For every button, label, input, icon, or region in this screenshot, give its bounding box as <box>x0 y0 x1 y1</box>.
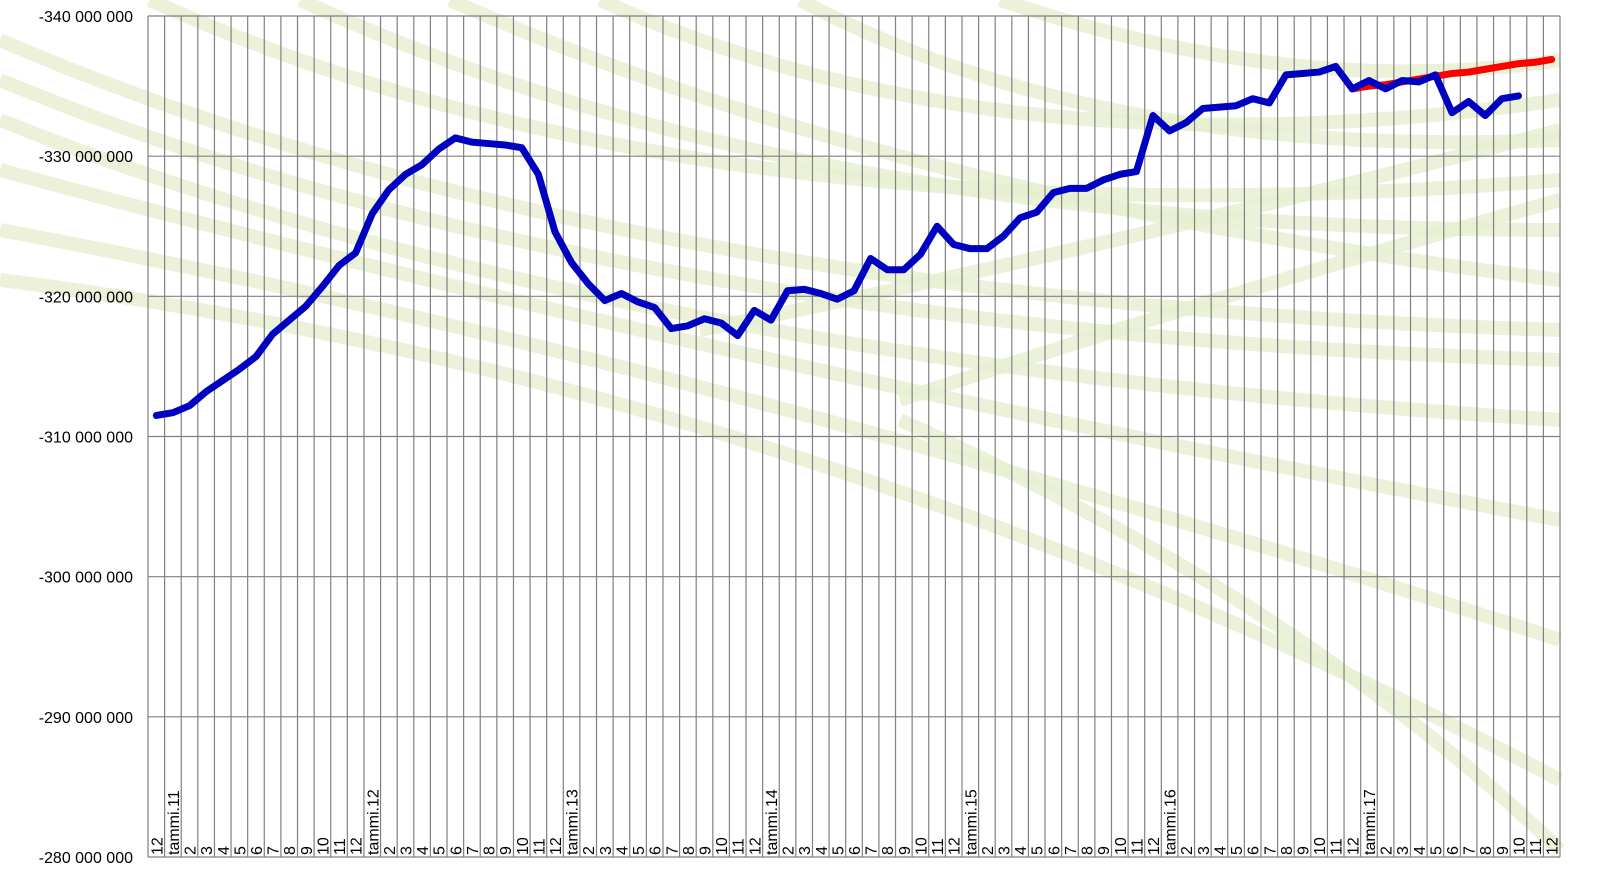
x-tick-label: 9 <box>697 846 714 855</box>
x-tick-label: 8 <box>482 846 499 855</box>
x-tick-label: 6 <box>1246 846 1263 855</box>
x-tick-label: 7 <box>1063 846 1080 855</box>
x-tick-label: 12 <box>947 837 964 855</box>
x-tick-label: 12 <box>149 837 166 855</box>
x-tick-label: 3 <box>199 846 216 855</box>
x-tick-label: 5 <box>432 846 449 855</box>
x-tick-label: 11 <box>1528 838 1545 855</box>
x-tick-label: tammi.16 <box>1163 789 1180 855</box>
x-tick-label: 5 <box>1030 846 1047 855</box>
y-tick-label: -310 000 000 <box>39 430 133 447</box>
y-tick-label: -300 000 000 <box>39 570 133 587</box>
x-tick-label: 4 <box>814 846 831 855</box>
x-tick-label: 10 <box>1312 837 1329 855</box>
x-tick-label: 3 <box>997 846 1014 855</box>
x-tick-label: tammi.11 <box>166 790 183 855</box>
x-tick-label: 11 <box>1129 838 1146 855</box>
x-tick-label: 12 <box>349 837 366 855</box>
x-tick-label: 12 <box>1545 837 1562 855</box>
x-tick-label: 12 <box>1146 837 1163 855</box>
x-tick-label: 8 <box>681 846 698 855</box>
x-tick-label: 12 <box>548 837 565 855</box>
x-tick-label: 4 <box>1412 846 1429 855</box>
x-tick-label: 3 <box>797 846 814 855</box>
x-tick-label: 5 <box>830 846 847 855</box>
y-tick-label: -290 000 000 <box>39 710 133 727</box>
x-tick-label: 4 <box>1013 846 1030 855</box>
data-line <box>152 62 1522 419</box>
x-tick-label: 2 <box>183 846 200 855</box>
x-tick-label: 11 <box>531 838 548 855</box>
x-tick-label: 6 <box>1046 846 1063 855</box>
x-tick-label: 8 <box>1279 846 1296 855</box>
x-tick-label: 6 <box>1445 846 1462 855</box>
x-tick-label: 12 <box>747 837 764 855</box>
y-tick-label: -340 000 000 <box>39 9 133 26</box>
x-tick-label: 6 <box>448 846 465 855</box>
x-tick-label: 10 <box>1511 837 1528 855</box>
x-tick-label: 2 <box>1179 846 1196 855</box>
x-tick-label: 7 <box>266 846 283 855</box>
x-tick-label: 6 <box>847 846 864 855</box>
y-tick-label: -330 000 000 <box>39 149 133 166</box>
x-tick-label: 8 <box>1080 846 1097 855</box>
x-tick-label: 10 <box>515 837 532 855</box>
x-tick-label: tammi.12 <box>365 789 382 855</box>
x-tick-label: 10 <box>714 837 731 855</box>
x-tick-label: 4 <box>1212 846 1229 855</box>
x-tick-label: 5 <box>1229 846 1246 855</box>
x-tick-label: 4 <box>614 846 631 855</box>
x-tick-label: 7 <box>1262 846 1279 855</box>
x-tick-label: 11 <box>332 838 349 855</box>
x-tick-label: 2 <box>581 846 598 855</box>
x-tick-label: 9 <box>1495 846 1512 855</box>
x-tick-label: 6 <box>249 846 266 855</box>
data-line <box>1348 55 1556 93</box>
x-tick-label: 3 <box>1395 846 1412 855</box>
x-tick-label: 10 <box>913 837 930 855</box>
x-tick-label: 11 <box>1329 838 1346 855</box>
x-tick-label: 9 <box>897 846 914 855</box>
x-tick-label: 10 <box>1113 837 1130 855</box>
x-tick-label: tammi.13 <box>565 789 582 855</box>
x-tick-label: 2 <box>1379 846 1396 855</box>
x-tick-label: 11 <box>930 838 947 855</box>
x-tick-label: 9 <box>299 846 316 855</box>
x-tick-label: 8 <box>1478 846 1495 855</box>
x-tick-label: 5 <box>232 846 249 855</box>
x-tick-label: 9 <box>498 846 515 855</box>
x-tick-label: 7 <box>465 846 482 855</box>
x-tick-label: 4 <box>216 846 233 855</box>
background-decoration <box>0 0 1565 856</box>
y-tick-label: -320 000 000 <box>39 289 133 306</box>
x-tick-label: 8 <box>282 846 299 855</box>
x-tick-label: 4 <box>415 846 432 855</box>
x-tick-label: 7 <box>664 846 681 855</box>
y-tick-label: -280 000 000 <box>39 850 133 867</box>
x-tick-label: 10 <box>315 837 332 855</box>
x-tick-label: 5 <box>1428 846 1445 855</box>
x-tick-label: 2 <box>980 846 997 855</box>
x-tick-label: tammi.14 <box>764 789 781 855</box>
x-tick-label: 7 <box>864 846 881 855</box>
x-tick-label: 8 <box>880 846 897 855</box>
x-tick-label: 12 <box>1345 837 1362 855</box>
x-tick-label: 6 <box>648 846 665 855</box>
x-tick-label: 3 <box>598 846 615 855</box>
x-tick-label: 7 <box>1462 846 1479 855</box>
x-tick-label: 3 <box>398 846 415 855</box>
x-tick-label: tammi.15 <box>963 789 980 855</box>
x-tick-label: 11 <box>731 838 748 855</box>
x-tick-label: 9 <box>1296 846 1313 855</box>
x-tick-label: 9 <box>1096 846 1113 855</box>
x-tick-label: tammi.17 <box>1362 789 1379 855</box>
x-tick-label: 3 <box>1196 846 1213 855</box>
x-tick-label: 5 <box>631 846 648 855</box>
x-tick-label: 2 <box>382 846 399 855</box>
x-tick-label: 2 <box>781 846 798 855</box>
